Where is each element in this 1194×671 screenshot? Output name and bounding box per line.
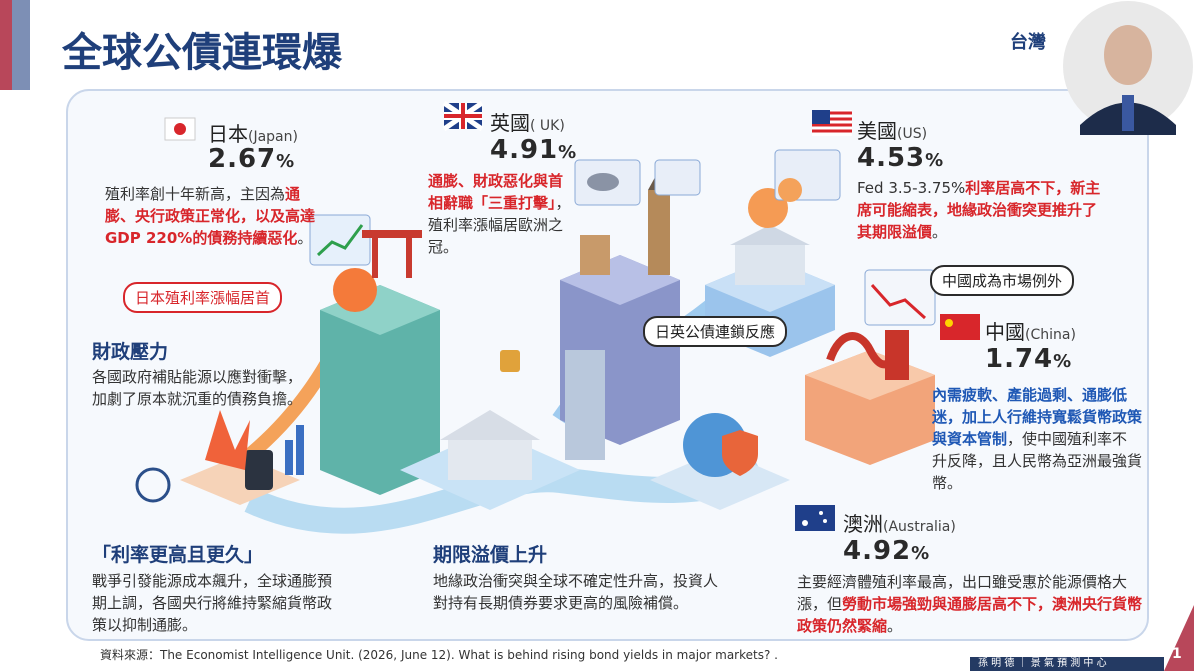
callout: 中國成為市場例外	[930, 265, 1075, 296]
country-desc: 內需疲軟、產能過剩、通膨低迷，加上人行維持寬鬆貨幣政策與資本管制，使中國殖利率不…	[932, 386, 1143, 492]
country-desc: Fed 3.5-3.75%利率居高不下，新主席可能縮表，地緣政治衝突更推升了其期…	[857, 179, 1101, 241]
section-title: 財政壓力	[92, 341, 169, 363]
country-desc: 主要經濟體殖利率最高，出口雖受惠於能源價格大漲，但勞動市場強勁與通膨居高不下，澳…	[797, 573, 1143, 635]
country-name: 英國( UK)	[490, 111, 565, 135]
section-text: 各國政府補貼能源以應對衝擊，加劇了原本就沉重的債務負擔。	[92, 368, 303, 408]
yield-value: 2.67%	[208, 144, 296, 174]
yield-value: 4.92%	[843, 536, 931, 566]
country-desc: 通膨、財政惡化與首相辭職「三重打擊」，殖利率漲幅居歐洲之冠。	[428, 172, 571, 256]
yield-value: 4.53%	[857, 143, 945, 173]
country-desc: 殖利率創十年新高，主因為通膨、央行政策正常化，以及高達 GDP 220%的債務持…	[105, 185, 316, 247]
presenter: 孫 明 德 ｜ 景 氣 預 測 中 心	[978, 658, 1107, 669]
country-name: 日本(Japan)	[208, 122, 298, 146]
country-name: 美國(US)	[857, 119, 928, 143]
yield-value: 4.91%	[490, 135, 578, 165]
page-number: 1	[1172, 646, 1182, 662]
callout: 日英公債連鎖反應	[643, 316, 788, 347]
country-name: 澳洲(Australia)	[843, 512, 956, 536]
source: 資料來源：The Economist Intelligence Unit. (2…	[100, 648, 778, 662]
country-name: 中國(China)	[985, 320, 1076, 344]
callout: 日本殖利率漲幅居首	[123, 282, 283, 313]
section-text: 戰爭引發能源成本飆升，全球通膨預期上調，各國央行將維持緊縮貨幣政策以抑制通膨。	[92, 572, 333, 634]
section-text: 地緣政治衝突與全球不確定性升高，投資人對持有長期債券要求更高的風險補償。	[433, 572, 719, 612]
logo: 台灣	[1010, 32, 1046, 53]
section-title: 「利率更高且更久」	[92, 544, 264, 566]
yield-value: 1.74%	[985, 344, 1073, 374]
section-title: 期限溢價上升	[433, 544, 548, 566]
slide-title: 全球公債連環爆	[62, 30, 342, 76]
